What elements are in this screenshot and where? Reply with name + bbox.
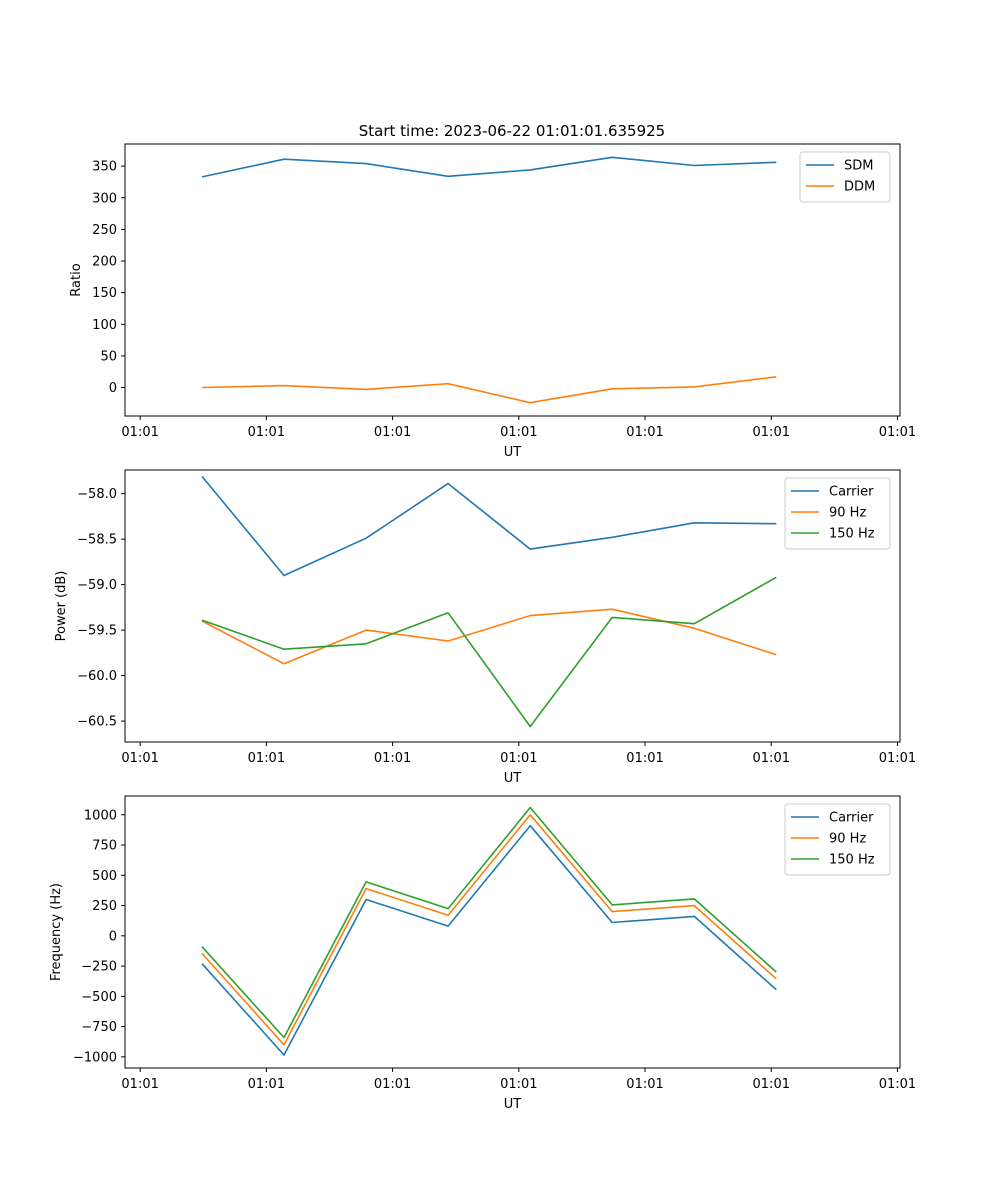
y-tick-label: −58.0 (77, 487, 117, 502)
x-tick-label: 01:01 (374, 751, 411, 766)
x-axis-label: UT (504, 771, 522, 786)
series-line-ddm (201, 376, 777, 404)
legend-box (784, 803, 891, 876)
x-tick-label: 01:01 (626, 1077, 663, 1092)
x-tick-label: 01:01 (248, 425, 285, 440)
y-tick-label: 300 (92, 191, 117, 206)
x-tick-label: 01:01 (626, 751, 663, 766)
y-tick-label: −60.5 (77, 715, 117, 730)
x-tick-label: 01:01 (879, 751, 916, 766)
y-tick-label: −750 (81, 1020, 117, 1035)
y-tick-label: 0 (109, 929, 117, 944)
legend-label: 150 Hz (829, 853, 875, 868)
y-tick-label: −59.5 (77, 624, 117, 639)
axes-frame (124, 143, 901, 417)
series-line-sdm (201, 156, 777, 178)
legend-label: SDM (844, 159, 873, 174)
y-tick-label: −60.0 (77, 669, 117, 684)
y-tick-label: 100 (92, 318, 117, 333)
y-tick-label: 50 (100, 349, 117, 364)
x-tick-label: 01:01 (374, 1077, 411, 1092)
x-tick-label: 01:01 (626, 425, 663, 440)
y-tick-label: 1000 (84, 808, 117, 823)
legend-box (784, 477, 891, 550)
legend: SDM DDM (799, 151, 891, 203)
y-axis-label: Ratio (69, 263, 84, 296)
x-tick-label: 01:01 (879, 1077, 916, 1092)
chart-panel-3: 01:0101:0101:0101:0101:0101:0101:0101:02… (49, 795, 916, 1112)
series-line-carrier (201, 824, 777, 1056)
x-tick-label: 01:01 (121, 425, 158, 440)
x-tick-label: 01:01 (248, 751, 285, 766)
x-tick-label: 01:01 (248, 1077, 285, 1092)
legend-label: 90 Hz (829, 832, 866, 847)
x-tick-label: 01:01 (753, 1077, 790, 1092)
legend: Carrier 90 Hz 150 Hz (784, 477, 891, 550)
legend-label: DDM (844, 180, 875, 195)
x-tick-label: 01:01 (879, 425, 916, 440)
y-tick-label: 500 (92, 869, 117, 884)
chart-panels: 01:0101:0101:0101:0101:0101:0101:0101:02… (49, 143, 916, 1112)
chart-panel-1: 01:0101:0101:0101:0101:0101:0101:0101:02… (69, 143, 916, 460)
y-tick-label: 750 (92, 839, 117, 854)
y-tick-label: 250 (92, 899, 117, 914)
legend-label: Carrier (829, 811, 874, 826)
legend: Carrier 90 Hz 150 Hz (784, 803, 891, 876)
axes-frame (124, 469, 901, 743)
series-line-90-hz (201, 608, 777, 665)
x-tick-label: 01:01 (500, 1077, 537, 1092)
x-tick-label: 01:01 (753, 425, 790, 440)
y-tick-label: 150 (92, 286, 117, 301)
y-tick-label: −250 (81, 960, 117, 975)
x-axis-label: UT (504, 1097, 522, 1112)
x-tick-label: 01:01 (121, 751, 158, 766)
series-line-carrier (201, 475, 777, 577)
legend-label: 90 Hz (829, 506, 866, 521)
series-line-150-hz (201, 576, 777, 728)
y-tick-label: 200 (92, 255, 117, 270)
y-tick-label: 250 (92, 223, 117, 238)
y-tick-label: 350 (92, 160, 117, 175)
x-axis-label: UT (504, 445, 522, 460)
y-tick-label: −58.5 (77, 533, 117, 548)
chart-title: Start time: 2023-06-22 01:01:01.635925 (359, 122, 665, 140)
series-line-90-hz (201, 813, 777, 1046)
legend-label: 150 Hz (829, 527, 875, 542)
legend-label: Carrier (829, 485, 874, 500)
axes-frame (124, 795, 901, 1069)
y-tick-label: −59.0 (77, 578, 117, 593)
y-axis-label: Power (dB) (54, 571, 69, 642)
x-tick-label: 01:01 (374, 425, 411, 440)
y-tick-label: −500 (81, 990, 117, 1005)
y-tick-label: 0 (109, 381, 117, 396)
x-tick-label: 01:01 (121, 1077, 158, 1092)
x-tick-label: 01:01 (500, 751, 537, 766)
y-axis-label: Frequency (Hz) (49, 883, 64, 981)
chart-panel-2: 01:0101:0101:0101:0101:0101:0101:0101:02… (54, 469, 916, 786)
y-tick-label: −1000 (73, 1050, 117, 1065)
x-tick-label: 01:01 (500, 425, 537, 440)
x-tick-label: 01:01 (753, 751, 790, 766)
series-line-150-hz (201, 806, 777, 1039)
